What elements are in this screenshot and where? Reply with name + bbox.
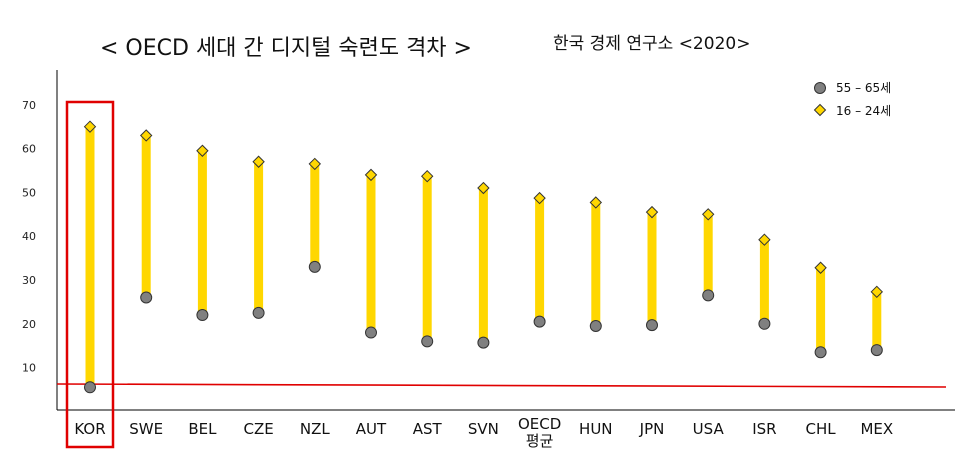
range-bar bbox=[85, 126, 95, 388]
point-55-65 bbox=[589, 319, 602, 332]
point-55-65 bbox=[140, 291, 153, 304]
point-16-24 bbox=[645, 205, 659, 219]
category-label: NZL bbox=[300, 420, 330, 438]
point-16-24 bbox=[814, 261, 827, 274]
category-label: OECD bbox=[518, 415, 561, 433]
point-55-65 bbox=[870, 344, 883, 357]
range-bar bbox=[478, 188, 488, 343]
point-16-24 bbox=[870, 285, 884, 299]
point-55-65 bbox=[196, 309, 209, 322]
y-tick-label: 70 bbox=[22, 99, 36, 112]
chart-title: < OECD 세대 간 디지털 숙련도 격차 > bbox=[100, 36, 472, 61]
point-16-24 bbox=[139, 129, 153, 142]
highlight-box bbox=[65, 100, 115, 449]
category-label: 평균 bbox=[526, 432, 554, 450]
range-bar bbox=[816, 267, 826, 353]
y-tick-label: 20 bbox=[22, 318, 36, 331]
range-bar bbox=[759, 239, 769, 324]
range-bar bbox=[535, 198, 545, 322]
range-bar bbox=[254, 161, 264, 313]
range-bar bbox=[422, 176, 432, 342]
category-label: USA bbox=[693, 420, 725, 438]
legend-label: 55 – 65세 bbox=[836, 81, 891, 95]
reference-line bbox=[56, 383, 947, 388]
range-bar bbox=[647, 212, 657, 326]
point-55-65 bbox=[252, 306, 265, 319]
point-55-65 bbox=[646, 319, 658, 332]
point-16-24 bbox=[196, 144, 209, 157]
category-label: CZE bbox=[243, 420, 273, 438]
legend-marker-16-24 bbox=[813, 103, 827, 117]
category-label: HUN bbox=[579, 420, 612, 438]
category-label: MEX bbox=[860, 420, 893, 438]
category-label: CHL bbox=[806, 420, 837, 438]
y-tick-label: 60 bbox=[22, 143, 36, 156]
point-16-24 bbox=[420, 169, 434, 183]
point-55-65 bbox=[421, 335, 434, 348]
legend-label: 16 – 24세 bbox=[836, 104, 891, 118]
point-16-24 bbox=[701, 208, 715, 221]
range-bar bbox=[703, 214, 713, 296]
point-55-65 bbox=[814, 346, 827, 359]
point-55-65 bbox=[702, 289, 715, 302]
chart-subtitle: 한국 경제 연구소 <2020> bbox=[553, 34, 751, 54]
point-16-24 bbox=[477, 181, 490, 195]
point-55-65 bbox=[308, 260, 321, 273]
y-tick-label: 50 bbox=[22, 186, 36, 199]
y-tick-label: 10 bbox=[22, 362, 36, 375]
legend-marker-55-65 bbox=[814, 82, 826, 94]
point-55-65 bbox=[477, 336, 490, 349]
category-label: BEL bbox=[188, 420, 217, 438]
y-tick-label: 30 bbox=[22, 274, 36, 287]
point-16-24 bbox=[758, 233, 771, 246]
point-16-24 bbox=[252, 155, 265, 168]
point-55-65 bbox=[84, 381, 96, 394]
range-bar bbox=[591, 202, 601, 326]
point-16-24 bbox=[83, 120, 97, 133]
point-16-24 bbox=[364, 168, 378, 182]
point-55-65 bbox=[533, 315, 546, 328]
category-label: SWE bbox=[129, 420, 163, 438]
range-bar bbox=[310, 163, 320, 267]
point-16-24 bbox=[533, 191, 546, 205]
y-tick-label: 40 bbox=[22, 230, 36, 243]
range-bar bbox=[872, 291, 882, 351]
category-label: KOR bbox=[74, 420, 105, 438]
category-label: ISR bbox=[752, 420, 776, 438]
category-label: AUT bbox=[356, 420, 387, 438]
point-55-65 bbox=[365, 326, 377, 339]
category-label: AST bbox=[413, 420, 443, 438]
range-bar bbox=[366, 174, 376, 333]
point-16-24 bbox=[308, 157, 322, 171]
range-bar bbox=[197, 150, 207, 316]
category-label: SVN bbox=[468, 420, 499, 438]
range-bar bbox=[141, 135, 151, 298]
category-label: JPN bbox=[639, 420, 665, 438]
point-16-24 bbox=[589, 196, 603, 209]
point-55-65 bbox=[758, 317, 771, 330]
